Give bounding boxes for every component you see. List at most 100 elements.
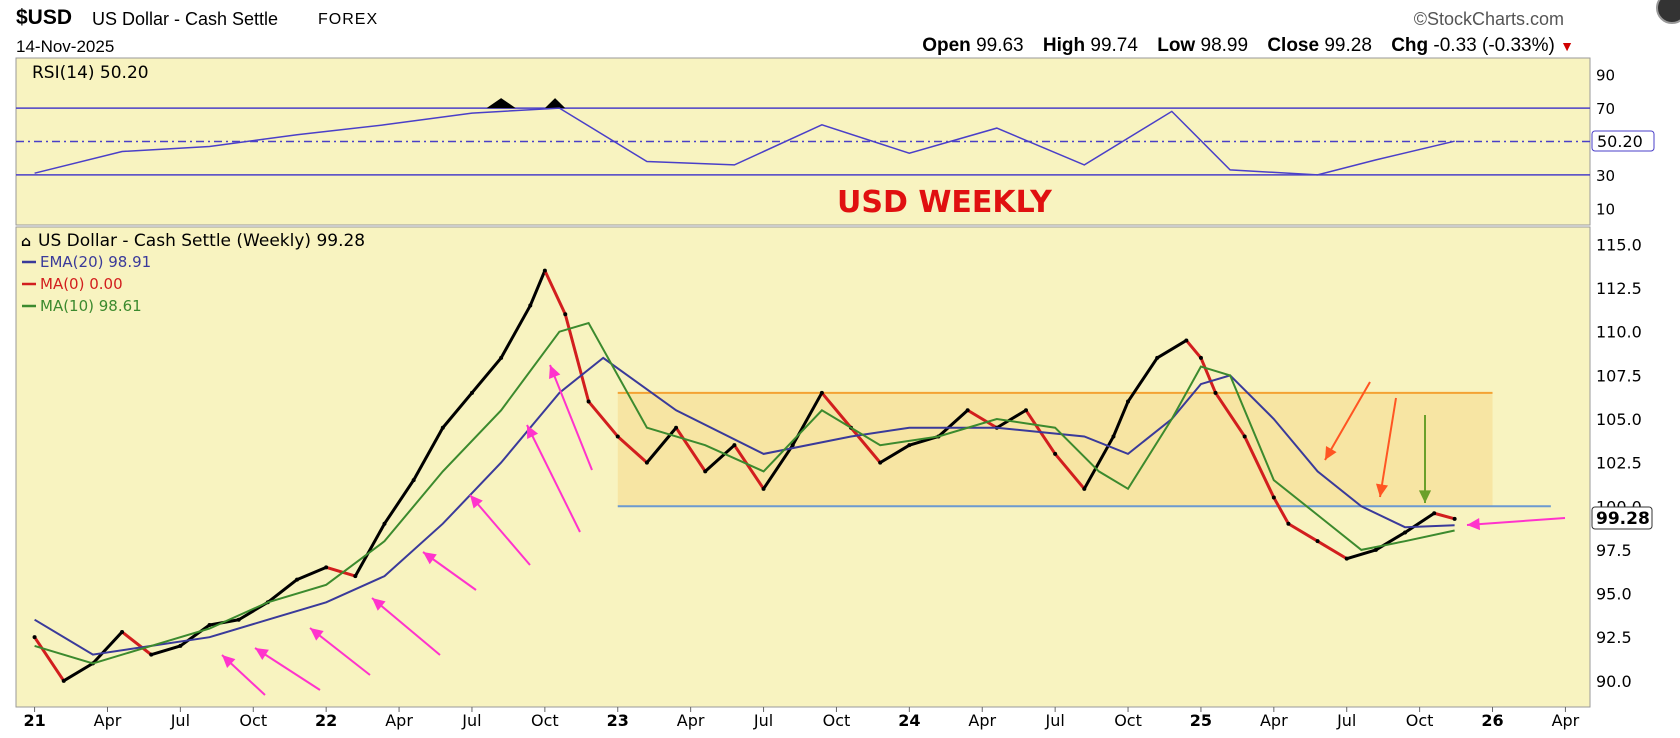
- price-point: [907, 443, 912, 448]
- price-point: [878, 460, 883, 465]
- price-tick-label: 90.0: [1596, 672, 1632, 691]
- time-tick-label: Apr: [677, 711, 705, 730]
- price-legend: ⌂ US Dollar - Cash Settle (Weekly) 99.28…: [21, 231, 365, 315]
- price-point: [499, 355, 504, 360]
- price-point: [615, 434, 620, 439]
- price-segment: [354, 522, 386, 577]
- price-point: [644, 460, 649, 465]
- time-tick-label: 25: [1190, 711, 1212, 730]
- price-segment: [62, 662, 94, 683]
- price-segment: [412, 426, 445, 481]
- price-segment: [733, 444, 765, 490]
- price-segment: [325, 565, 356, 578]
- annotation-arrow: [1466, 517, 1566, 526]
- price-point: [1082, 486, 1087, 491]
- close-label: Close: [1267, 35, 1320, 56]
- price-point: [382, 521, 387, 526]
- arrow-head-icon: [470, 495, 483, 509]
- price-point: [295, 577, 300, 582]
- price-segment: [1272, 496, 1290, 525]
- time-tick-label: 26: [1481, 711, 1503, 730]
- price-segment: [441, 391, 474, 429]
- price-segment: [1185, 339, 1203, 359]
- legend-price: US Dollar - Cash Settle (Weekly) 99.28: [38, 231, 365, 251]
- price-point: [1242, 434, 1247, 439]
- close-value: 99.28: [1324, 35, 1372, 56]
- price-point: [1023, 408, 1028, 413]
- time-tick-label: Oct: [531, 711, 559, 730]
- price-segment: [1053, 452, 1086, 490]
- price-tick-label: 92.5: [1596, 628, 1632, 647]
- arrow-head-icon: [255, 648, 269, 660]
- price-segment: [1287, 522, 1319, 543]
- price-segment: [762, 444, 794, 490]
- price-point: [236, 617, 241, 622]
- price-tick-label: 115.0: [1596, 235, 1642, 254]
- annotation-arrows: [221, 364, 1566, 696]
- price-segment: [528, 270, 547, 307]
- price-point: [761, 486, 766, 491]
- time-tick-label: Apr: [1260, 711, 1288, 730]
- price-point: [674, 425, 679, 430]
- price-segment: [91, 630, 124, 665]
- time-tick-label: Oct: [239, 711, 267, 730]
- price-segment: [383, 479, 415, 525]
- price-segment: [704, 444, 736, 473]
- price-point: [353, 574, 358, 579]
- price-tick-label: 95.0: [1596, 585, 1632, 604]
- rsi-legend: RSI(14) 50.20: [32, 63, 149, 83]
- rsi-reference-lines: [16, 98, 1590, 176]
- price-segment: [1156, 339, 1188, 360]
- price-segment: [879, 443, 911, 464]
- price-point: [1271, 495, 1276, 500]
- time-tick-label: 23: [607, 711, 629, 730]
- price-segment: [470, 356, 503, 394]
- annotation-arrow: [254, 647, 321, 691]
- price-segment: [1433, 511, 1456, 521]
- rsi-tick-label: 70: [1596, 100, 1615, 118]
- rsi-line: [34, 107, 1455, 176]
- time-tick-label: 21: [23, 711, 45, 730]
- price-point: [1126, 399, 1131, 404]
- rsi-value-text: 50.20: [1597, 132, 1643, 151]
- open-value: 99.63: [976, 35, 1024, 56]
- price-point: [1452, 516, 1457, 521]
- price-point: [469, 390, 474, 395]
- price-segment: [1316, 539, 1348, 560]
- arrow-head-icon: [1418, 490, 1432, 503]
- price-segment: [966, 408, 998, 430]
- arrow-head-icon: [310, 628, 324, 641]
- legend-price-icon: ⌂: [21, 234, 31, 250]
- price-series: [32, 268, 1457, 683]
- time-tick-label: Jul: [461, 711, 481, 730]
- price-segment: [266, 578, 298, 604]
- price-point: [149, 652, 154, 657]
- last-price-text: 99.28: [1596, 509, 1650, 529]
- price-segment: [499, 304, 532, 359]
- price-point: [1344, 556, 1349, 561]
- price-segment: [1346, 548, 1377, 561]
- usd-weekly-annotation: USD WEEKLY: [837, 185, 1053, 220]
- rsi-axis: 10 30 70 90: [1596, 67, 1615, 219]
- rsi-value-label: 50.20: [1591, 130, 1655, 152]
- price-point: [1373, 547, 1378, 552]
- price-tick-label: 97.5: [1596, 541, 1632, 560]
- legend-ema: EMA(20) 98.91: [40, 253, 151, 271]
- annotation-arrow: [1324, 381, 1371, 461]
- price-point: [563, 312, 568, 317]
- price-segment: [296, 565, 327, 581]
- price-point: [1155, 355, 1160, 360]
- price-point: [411, 478, 416, 483]
- price-point: [542, 268, 547, 273]
- price-segment: [1243, 435, 1276, 499]
- time-tick-label: 22: [315, 711, 337, 730]
- ema20-line: [34, 356, 1455, 656]
- price-segment: [1126, 357, 1159, 403]
- price-segment: [1199, 357, 1217, 394]
- price-point: [440, 425, 445, 430]
- price-point: [1403, 530, 1408, 535]
- arrow-head-icon: [549, 365, 561, 379]
- price-segment: [1214, 391, 1246, 438]
- arrow-head-icon: [423, 552, 437, 565]
